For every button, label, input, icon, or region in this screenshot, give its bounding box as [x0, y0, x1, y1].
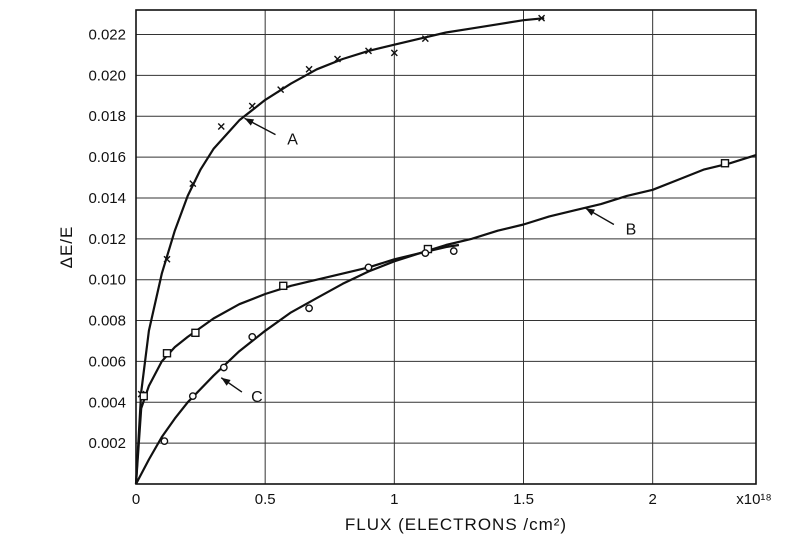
- y-tick-label: 0.020: [88, 67, 126, 84]
- data-point-c: [305, 304, 313, 313]
- callouts: A B C: [220, 117, 637, 406]
- y-tick-label: 0.010: [88, 272, 126, 289]
- data-point-b: [720, 159, 730, 168]
- data-point-c: [188, 392, 197, 401]
- data-point-b: [162, 349, 172, 358]
- x-tick-label: 0.5: [255, 491, 276, 508]
- x-axis-multiplier: x10¹⁸: [736, 491, 772, 508]
- y-tick-label: 0.004: [88, 394, 126, 411]
- x-tick-label: 1.5: [513, 491, 534, 508]
- callout-arrowhead-a: [244, 118, 255, 126]
- y-tick-label: 0.014: [88, 190, 126, 207]
- callout-arrowhead-b: [585, 208, 596, 216]
- y-tick-label: 0.002: [88, 435, 126, 452]
- plot-frame: [135, 9, 757, 485]
- callout-label-a: A: [287, 132, 298, 149]
- y-tick-label: 0.012: [88, 231, 126, 248]
- series-curve-a: [134, 17, 545, 485]
- x-axis-label: FLUX (ELECTRONS /cm²): [345, 515, 567, 534]
- callout-label-c: C: [251, 389, 263, 406]
- series-markers: [137, 14, 730, 445]
- data-point-c: [219, 363, 228, 372]
- series-curves: [134, 17, 757, 485]
- data-point-c: [421, 249, 430, 258]
- data-point-a: [189, 180, 197, 188]
- y-axis-label: ΔE/E: [57, 226, 76, 269]
- data-point-a: [217, 122, 225, 130]
- series-curve-b: [134, 154, 757, 485]
- y-tick-label: 0.022: [88, 27, 126, 44]
- data-point-a: [334, 55, 341, 63]
- y-tick-label: 0.018: [88, 108, 126, 125]
- y-tick-label: 0.016: [88, 149, 126, 166]
- grid: [136, 10, 756, 484]
- x-tick-label: 2: [648, 491, 656, 508]
- data-point-c: [160, 437, 169, 445]
- callout-label-b: B: [626, 222, 637, 239]
- data-point-a: [305, 65, 313, 73]
- data-point-a: [163, 255, 171, 263]
- y-tick-label: 0.006: [88, 353, 126, 370]
- data-point-c: [248, 332, 257, 341]
- data-point-a: [277, 86, 285, 94]
- data-point-b: [191, 328, 200, 338]
- series-curve-c: [135, 243, 460, 485]
- data-point-c: [364, 263, 373, 272]
- data-point-c: [449, 247, 458, 255]
- x-tick-label: 0: [132, 491, 140, 508]
- y-tick-label: 0.008: [88, 313, 126, 330]
- data-point-a: [538, 14, 546, 22]
- data-point-a: [248, 102, 256, 110]
- x-tick-label: 1: [390, 491, 398, 508]
- data-point-a: [390, 49, 398, 57]
- data-point-a: [365, 47, 372, 55]
- data-point-b: [279, 281, 288, 291]
- callout-arrowhead-c: [221, 377, 231, 386]
- data-point-a: [421, 35, 429, 43]
- data-point-b: [139, 391, 148, 401]
- tick-labels: 0 0.5 1 1.5 2 0.002 0.004 0.006 0.008 0.010 0.012 0…: [88, 27, 656, 508]
